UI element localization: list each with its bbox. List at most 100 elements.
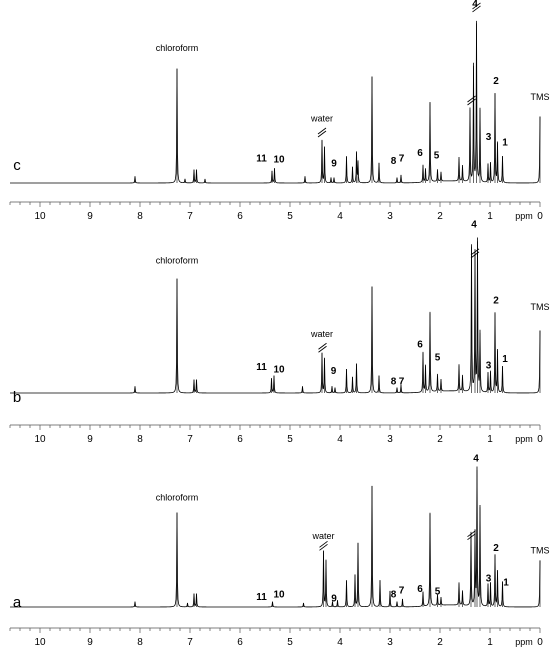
peak-label-a-0: chloroform	[156, 492, 199, 502]
x-tick-label: 1	[487, 637, 493, 648]
x-tick-label: 0	[537, 211, 543, 222]
x-tick-label: 4	[337, 637, 343, 648]
peak-label-c-3: 10	[273, 155, 285, 166]
panel-letter-b: b	[13, 389, 21, 406]
x-tick-label: 9	[87, 211, 93, 222]
peak-label-a-12: 1	[503, 577, 509, 588]
peak-label-a-8: 5	[435, 587, 441, 598]
axis-break-mark	[470, 248, 480, 256]
x-tick-label: 6	[237, 211, 243, 222]
x-tick-label: 0	[537, 434, 543, 445]
x-tick-label: 8	[137, 211, 143, 222]
x-tick-label: 9	[87, 434, 93, 445]
peak-label-c-5: 8	[391, 156, 397, 167]
peak-label-a-10: 3	[486, 573, 492, 584]
x-tick-label: 5	[287, 434, 293, 445]
x-tick-label: 2	[437, 211, 443, 222]
axis-break-mark	[472, 2, 481, 10]
panel-letter-a: a	[13, 594, 22, 611]
axis-break-mark	[467, 98, 476, 106]
peak-label-c-9: 4	[472, 0, 478, 10]
peak-label-c-13: TMS	[531, 92, 550, 102]
panel-letter-c: c	[13, 157, 21, 174]
axis-break-mark	[318, 342, 327, 350]
x-tick-label: 4	[337, 434, 343, 445]
peak-label-b-9: 4	[471, 220, 477, 231]
peak-label-c-2: 11	[256, 153, 267, 164]
x-tick-label: 10	[34, 434, 46, 445]
x-tick-label: 10	[34, 637, 46, 648]
peak-label-b-11: 2	[493, 296, 499, 307]
x-tick-label: 2	[437, 637, 443, 648]
x-tick-label: 5	[287, 211, 293, 222]
x-tick-label: 9	[87, 637, 93, 648]
x-axis-unit-label: ppm	[515, 637, 533, 647]
peak-label-b-7: 6	[417, 339, 423, 350]
peak-label-a-11: 2	[493, 543, 499, 554]
peak-label-b-8: 5	[435, 353, 441, 364]
x-tick-label: 6	[237, 434, 243, 445]
x-axis-unit-label: ppm	[515, 434, 533, 444]
peak-label-b-3: 10	[273, 365, 285, 376]
peak-label-b-10: 3	[486, 361, 492, 372]
x-tick-label: 8	[137, 434, 143, 445]
peak-label-c-1: water	[310, 113, 333, 123]
x-tick-label: 0	[537, 637, 543, 648]
peak-label-b-5: 8	[391, 377, 397, 388]
axis-break-mark	[317, 127, 327, 135]
x-tick-label: 4	[337, 211, 343, 222]
spectrum-trace-c	[10, 20, 541, 184]
x-axis-unit-label: ppm	[515, 211, 533, 221]
axis-break-mark	[472, 5, 481, 13]
x-tick-label: 5	[287, 637, 293, 648]
x-tick-label: 7	[187, 211, 193, 222]
peak-label-c-10: 3	[486, 132, 492, 143]
x-tick-label: 7	[187, 637, 193, 648]
peak-label-c-4: 9	[331, 159, 337, 170]
peak-label-b-2: 11	[256, 362, 267, 373]
peak-label-c-6: 7	[399, 153, 405, 164]
x-tick-label: 1	[487, 434, 493, 445]
peak-label-b-1: water	[310, 329, 333, 339]
x-tick-label: 10	[34, 211, 46, 222]
x-tick-label: 2	[437, 434, 443, 445]
axis-break-mark	[319, 540, 328, 548]
axis-break-mark	[317, 130, 327, 138]
spectrum-trace-b	[10, 237, 541, 394]
peak-label-a-3: 10	[273, 589, 285, 600]
axis-break-mark	[467, 533, 476, 541]
peak-label-a-5: 8	[391, 589, 397, 600]
peak-label-b-13: TMS	[531, 302, 550, 312]
x-tick-label: 8	[137, 637, 143, 648]
peak-label-c-8: 5	[434, 151, 440, 162]
peak-label-c-0: chloroform	[156, 43, 199, 53]
x-tick-label: 3	[387, 637, 393, 648]
peak-label-a-7: 6	[417, 584, 423, 595]
axis-break-mark	[319, 543, 328, 551]
peak-label-b-6: 7	[399, 377, 405, 388]
peak-label-c-7: 6	[417, 148, 423, 159]
peak-label-a-2: 11	[256, 592, 267, 603]
peak-label-c-11: 2	[493, 76, 499, 87]
axis-break-mark	[470, 251, 480, 259]
peak-label-b-4: 9	[331, 366, 337, 377]
x-tick-label: 1	[487, 211, 493, 222]
x-tick-label: 7	[187, 434, 193, 445]
peak-label-a-1: water	[311, 531, 334, 541]
peak-label-a-9: 4	[473, 454, 479, 465]
peak-label-b-0: chloroform	[156, 256, 199, 266]
axis-break-mark	[467, 95, 476, 103]
x-tick-label: 3	[387, 211, 393, 222]
peak-label-c-12: 1	[502, 137, 508, 148]
axis-break-mark	[318, 345, 327, 353]
x-tick-label: 3	[387, 434, 393, 445]
peak-label-b-12: 1	[502, 354, 508, 365]
peak-label-a-13: TMS	[531, 545, 550, 555]
spectrum-trace-a	[10, 466, 541, 608]
x-tick-label: 6	[237, 637, 243, 648]
peak-label-a-4: 9	[331, 593, 337, 604]
